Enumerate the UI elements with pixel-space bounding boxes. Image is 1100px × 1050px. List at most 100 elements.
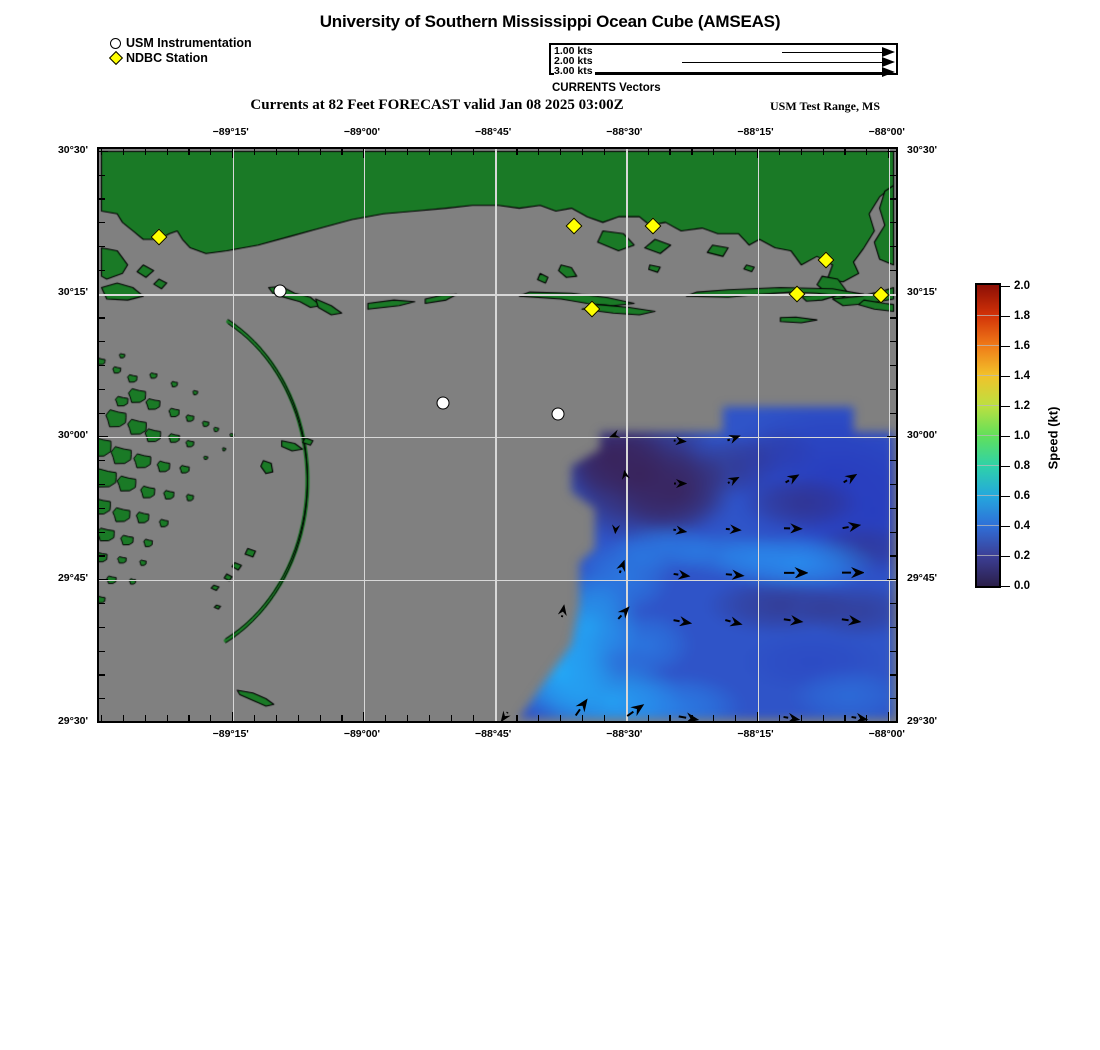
current-vector-arrow (500, 710, 514, 721)
longitude-tick-label: −88°30' (606, 728, 643, 740)
axis-tick (890, 602, 896, 605)
usm-instrumentation-station-marker[interactable] (551, 407, 565, 421)
axis-tick (99, 341, 105, 343)
current-vector-arrow (783, 565, 809, 579)
axis-tick (822, 149, 824, 155)
axis-tick (428, 149, 431, 155)
longitude-tick-label: −88°00' (868, 728, 905, 740)
axis-tick (99, 650, 105, 652)
axis-tick (538, 149, 540, 155)
colorbar-band-separator (977, 375, 999, 377)
axis-tick (210, 149, 212, 155)
current-vector-arrow (781, 468, 800, 485)
circle-marker-icon (108, 36, 126, 51)
current-vector-arrow (725, 612, 745, 626)
latitude-tick-label: 29°45' (57, 571, 88, 584)
current-vector-arrow (724, 470, 740, 487)
region-label: USM Test Range, MS (770, 99, 881, 113)
longitude-tick-label: −89°15' (212, 728, 249, 740)
current-vector-arrow (724, 428, 741, 444)
axis-tick (122, 715, 124, 721)
axis-tick (99, 674, 105, 676)
axis-tick (99, 602, 105, 605)
axis-tick (210, 715, 212, 721)
vector-legend-shaft (782, 52, 882, 53)
longitude-tick-label: −88°00' (868, 126, 905, 138)
axis-tick (603, 149, 606, 155)
gridline-vertical (363, 149, 366, 721)
current-vector-arrow (673, 432, 687, 446)
axis-tick (735, 149, 737, 155)
axis-tick (99, 531, 105, 533)
axis-tick (887, 722, 896, 723)
colorbar-band-separator (977, 345, 999, 347)
axis-tick (778, 149, 780, 155)
axis-tick (890, 198, 896, 200)
axis-tick (99, 507, 105, 509)
axis-tick (890, 365, 896, 367)
axis-tick (99, 317, 105, 319)
vector-legend-row: 3.00 kts (551, 66, 896, 77)
colorbar-tick (1001, 345, 1010, 347)
axis-tick (407, 715, 409, 721)
colorbar-band-separator (977, 465, 999, 467)
axis-tick (99, 626, 105, 628)
colorbar-tick (1001, 585, 1010, 587)
axis-tick (866, 149, 868, 155)
axis-tick (99, 174, 105, 176)
vector-legend-arrowhead (882, 47, 895, 57)
axis-tick (581, 715, 584, 721)
colorbar-tick-label: 0.0 (1014, 579, 1030, 592)
axis-tick (99, 222, 105, 224)
axis-tick (407, 149, 409, 155)
longitude-tick-label: −88°45' (475, 728, 512, 740)
current-vector-arrow (673, 475, 687, 489)
colorbar-band-separator (977, 555, 999, 557)
axis-tick (450, 715, 452, 721)
colorbar-tick (1001, 285, 1010, 287)
gridline-horizontal (99, 579, 896, 582)
axis-tick (516, 715, 518, 721)
colorbar-tick (1001, 315, 1010, 317)
axis-tick (428, 715, 431, 721)
longitude-tick-label: −89°00' (343, 126, 380, 138)
axis-tick (472, 715, 474, 721)
colorbar-gradient (977, 285, 999, 586)
colorbar-tick (1001, 375, 1010, 377)
axis-tick (669, 149, 671, 155)
axis-tick (890, 650, 896, 652)
axis-tick (844, 715, 846, 721)
current-vector-arrow (611, 556, 625, 573)
axis-tick (99, 722, 108, 723)
vector-legend-row: 2.00 kts (551, 56, 896, 67)
axis-tick (341, 715, 343, 721)
axis-tick (297, 149, 299, 155)
map-plot-area[interactable] (97, 147, 898, 723)
current-vector-arrow (608, 429, 623, 445)
usm-instrumentation-station-marker[interactable] (436, 396, 450, 410)
current-vector-arrow (612, 601, 631, 620)
current-vector-arrow (783, 709, 802, 721)
latitude-tick-label: 30°00' (907, 429, 938, 441)
axis-tick (188, 149, 190, 155)
axis-tick (647, 715, 649, 721)
current-vector-arrow (623, 698, 646, 719)
axis-tick (560, 715, 562, 721)
axis-tick (385, 149, 387, 155)
axis-tick (669, 715, 671, 721)
latitude-tick-label: 30°15' (907, 286, 938, 299)
axis-tick (822, 715, 824, 721)
legend-label-usm: USM Instrumentation (126, 36, 252, 50)
current-vector-arrow (672, 566, 691, 580)
colorbar-band-separator (977, 315, 999, 317)
axis-tick (890, 483, 896, 486)
axis-tick (890, 341, 896, 343)
colorbar-tick-label: 1.8 (1014, 309, 1030, 322)
axis-tick (99, 460, 105, 462)
current-vector-arrow (841, 517, 862, 533)
axis-tick (603, 715, 606, 721)
colorbar-tick (1001, 555, 1010, 557)
axis-tick (253, 715, 256, 721)
usm-instrumentation-station-marker[interactable] (273, 284, 287, 298)
